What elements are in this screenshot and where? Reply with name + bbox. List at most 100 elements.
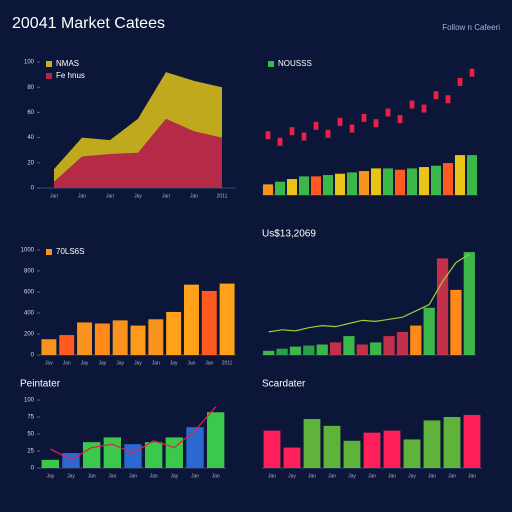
bar [356,344,368,355]
bar [283,447,301,468]
y-tick-label: 40 [27,135,34,141]
chart-title: Scardater [262,379,306,390]
candle [349,124,355,133]
bar [77,322,93,355]
bar [112,320,128,355]
candle [445,95,451,104]
x-tick-label: Jan [162,193,170,199]
y-tick-label: 60 [27,110,34,116]
candle [361,113,367,122]
bar [322,175,334,195]
x-tick-label: Jan [108,473,116,479]
bar [436,258,449,355]
bar [466,155,478,195]
bar [298,176,310,195]
header-link[interactable]: Follow n Cafeeri [442,23,500,32]
x-tick-label: Jan [129,473,137,479]
bar [370,342,382,355]
x-tick-label: Jay [81,360,89,366]
candle [301,132,307,141]
bar [303,419,321,468]
y-tick-label: 0 [31,466,35,472]
x-tick-label: Jan [190,193,198,199]
line [268,253,470,333]
bar [442,163,454,195]
bar [450,289,462,355]
x-tick-label: Jay [408,473,416,479]
page-title: 20041 Market Catees [12,15,165,32]
x-tick-label: Jan [152,360,160,366]
candle [397,115,403,124]
bar [454,155,466,195]
x-tick-label: Jay [67,473,75,479]
candle [421,104,427,113]
x-tick-label: 2011 [222,360,233,366]
bar [286,179,298,195]
bar [310,176,322,195]
bar [206,412,225,468]
line [50,406,217,461]
legend-label: NMAS [56,59,79,68]
x-tick-label: Jay [170,360,178,366]
bar [430,165,442,195]
bar [346,172,358,195]
bar [418,167,430,195]
x-tick-label: Jan [268,473,276,479]
bar [62,453,80,468]
bar [276,348,288,355]
bar [383,430,401,468]
candle [409,100,415,109]
x-tick-label: Jay [170,473,178,479]
y-tick-label: 400 [24,311,35,317]
chart-title: Us$13,2069 [262,229,316,240]
x-tick-label: Jay [348,473,356,479]
bar [363,432,381,468]
x-tick-label: Jan [448,473,456,479]
bar [394,169,406,195]
bar [463,414,481,468]
x-tick-label: Jan [78,193,86,199]
y-tick-label: 80 [27,85,34,91]
bar [144,442,163,468]
bar [130,325,146,355]
candle [337,117,343,126]
x-tick-label: Jay [288,473,296,479]
candle [385,108,391,117]
x-tick-label: Jan [88,473,96,479]
x-tick-label: Jay [134,360,142,366]
bar [343,440,361,468]
legend-swatch [46,73,52,79]
bar [423,420,441,468]
candle [325,129,331,138]
x-tick-label: Jan [428,473,436,479]
bar [274,181,286,195]
y-tick-label: 0 [31,353,35,359]
x-tick-label: Jan [328,473,336,479]
x-tick-label: Jan [50,193,58,199]
bar [406,168,418,195]
bar [148,319,164,355]
candle [373,119,379,128]
y-tick-label: 25 [27,449,34,455]
x-tick-label: Jan [468,473,476,479]
bar [410,325,422,355]
bar [166,311,182,355]
area [54,118,222,188]
x-tick-label: Jov [45,360,53,366]
bar [82,442,101,468]
x-tick-label: Jan [63,360,71,366]
x-tick-label: Jun [187,360,195,366]
y-tick-label: 50 [27,432,34,438]
bar [423,307,435,355]
bar [186,427,204,468]
y-tick-label: 0 [31,186,35,192]
candle [289,127,295,136]
bar [183,284,199,355]
candle [265,131,271,140]
y-tick-label: 20 [27,160,34,166]
bar [124,444,142,468]
bar [41,459,60,468]
bar [396,331,409,355]
